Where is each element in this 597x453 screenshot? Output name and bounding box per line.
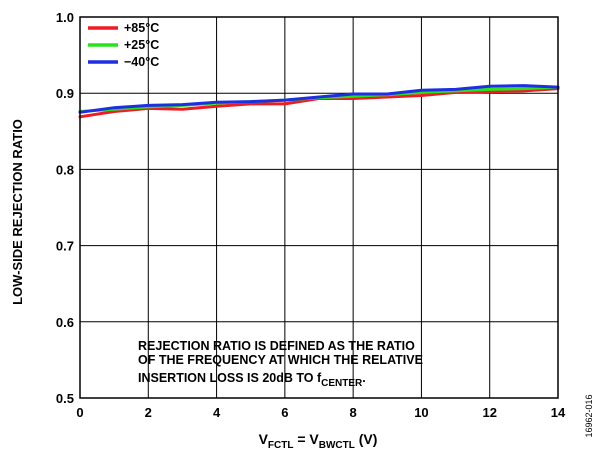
legend-label-2: +25°C xyxy=(124,38,159,52)
annotation-line-3: INSERTION LOSS IS 20dB TO fCENTER. xyxy=(138,371,366,389)
plot-frame xyxy=(79,16,559,399)
x-tick-label: 6 xyxy=(281,405,288,420)
legend-label-1: +85°C xyxy=(124,21,159,35)
annotation-line-1: REJECTION RATIO IS DEFINED AS THE RATIO xyxy=(138,339,415,353)
x-axis-label: VFCTL = VBWCTL (V) xyxy=(259,431,378,451)
data-series xyxy=(78,84,560,119)
x-tick-label: 2 xyxy=(145,405,152,420)
x-tick-labels: 0 2 4 6 8 10 12 14 xyxy=(76,405,566,420)
legend-label-3: −40°C xyxy=(124,55,159,69)
y-tick-label: 0.6 xyxy=(56,315,74,330)
x-axis-label-v2-sub: BWCTL xyxy=(319,440,355,451)
x-axis-label-unit: (V) xyxy=(355,431,378,447)
x-tick-label: 0 xyxy=(76,405,83,420)
x-axis-label-v1-sub: FCTL xyxy=(268,440,294,451)
y-tick-labels: 0.5 0.6 0.7 0.8 0.9 1.0 xyxy=(56,10,74,406)
annotation-line-2: OF THE FREQUENCY AT WHICH THE RELATIVE xyxy=(138,353,423,367)
x-tick-label: 4 xyxy=(213,405,221,420)
annotation-line-3-text: INSERTION LOSS IS 20dB TO f xyxy=(138,371,322,385)
figure-id: 16962-016 xyxy=(584,394,594,437)
y-tick-label: 0.7 xyxy=(56,239,74,254)
y-tick-label: 0.5 xyxy=(56,391,74,406)
x-tick-label: 12 xyxy=(482,405,496,420)
y-tick-label: 0.9 xyxy=(56,86,74,101)
annotation-line-3-subscript: CENTER xyxy=(321,378,363,389)
y-axis-label: LOW-SIDE REJECTION RATIO xyxy=(10,119,25,305)
annotation-line-3-end: . xyxy=(362,371,365,385)
y-tick-label: 0.8 xyxy=(56,162,74,177)
series-line-3 xyxy=(78,84,560,114)
x-axis-label-eq: = xyxy=(293,431,309,447)
x-tick-label: 14 xyxy=(551,405,566,420)
x-tick-label: 10 xyxy=(414,405,428,420)
x-tick-label: 8 xyxy=(350,405,357,420)
y-tick-label: 1.0 xyxy=(56,10,74,25)
x-axis-label-v1: V xyxy=(259,431,269,447)
x-axis-label-v2: V xyxy=(309,431,319,447)
legend: +85°C +25°C −40°C xyxy=(88,21,159,69)
